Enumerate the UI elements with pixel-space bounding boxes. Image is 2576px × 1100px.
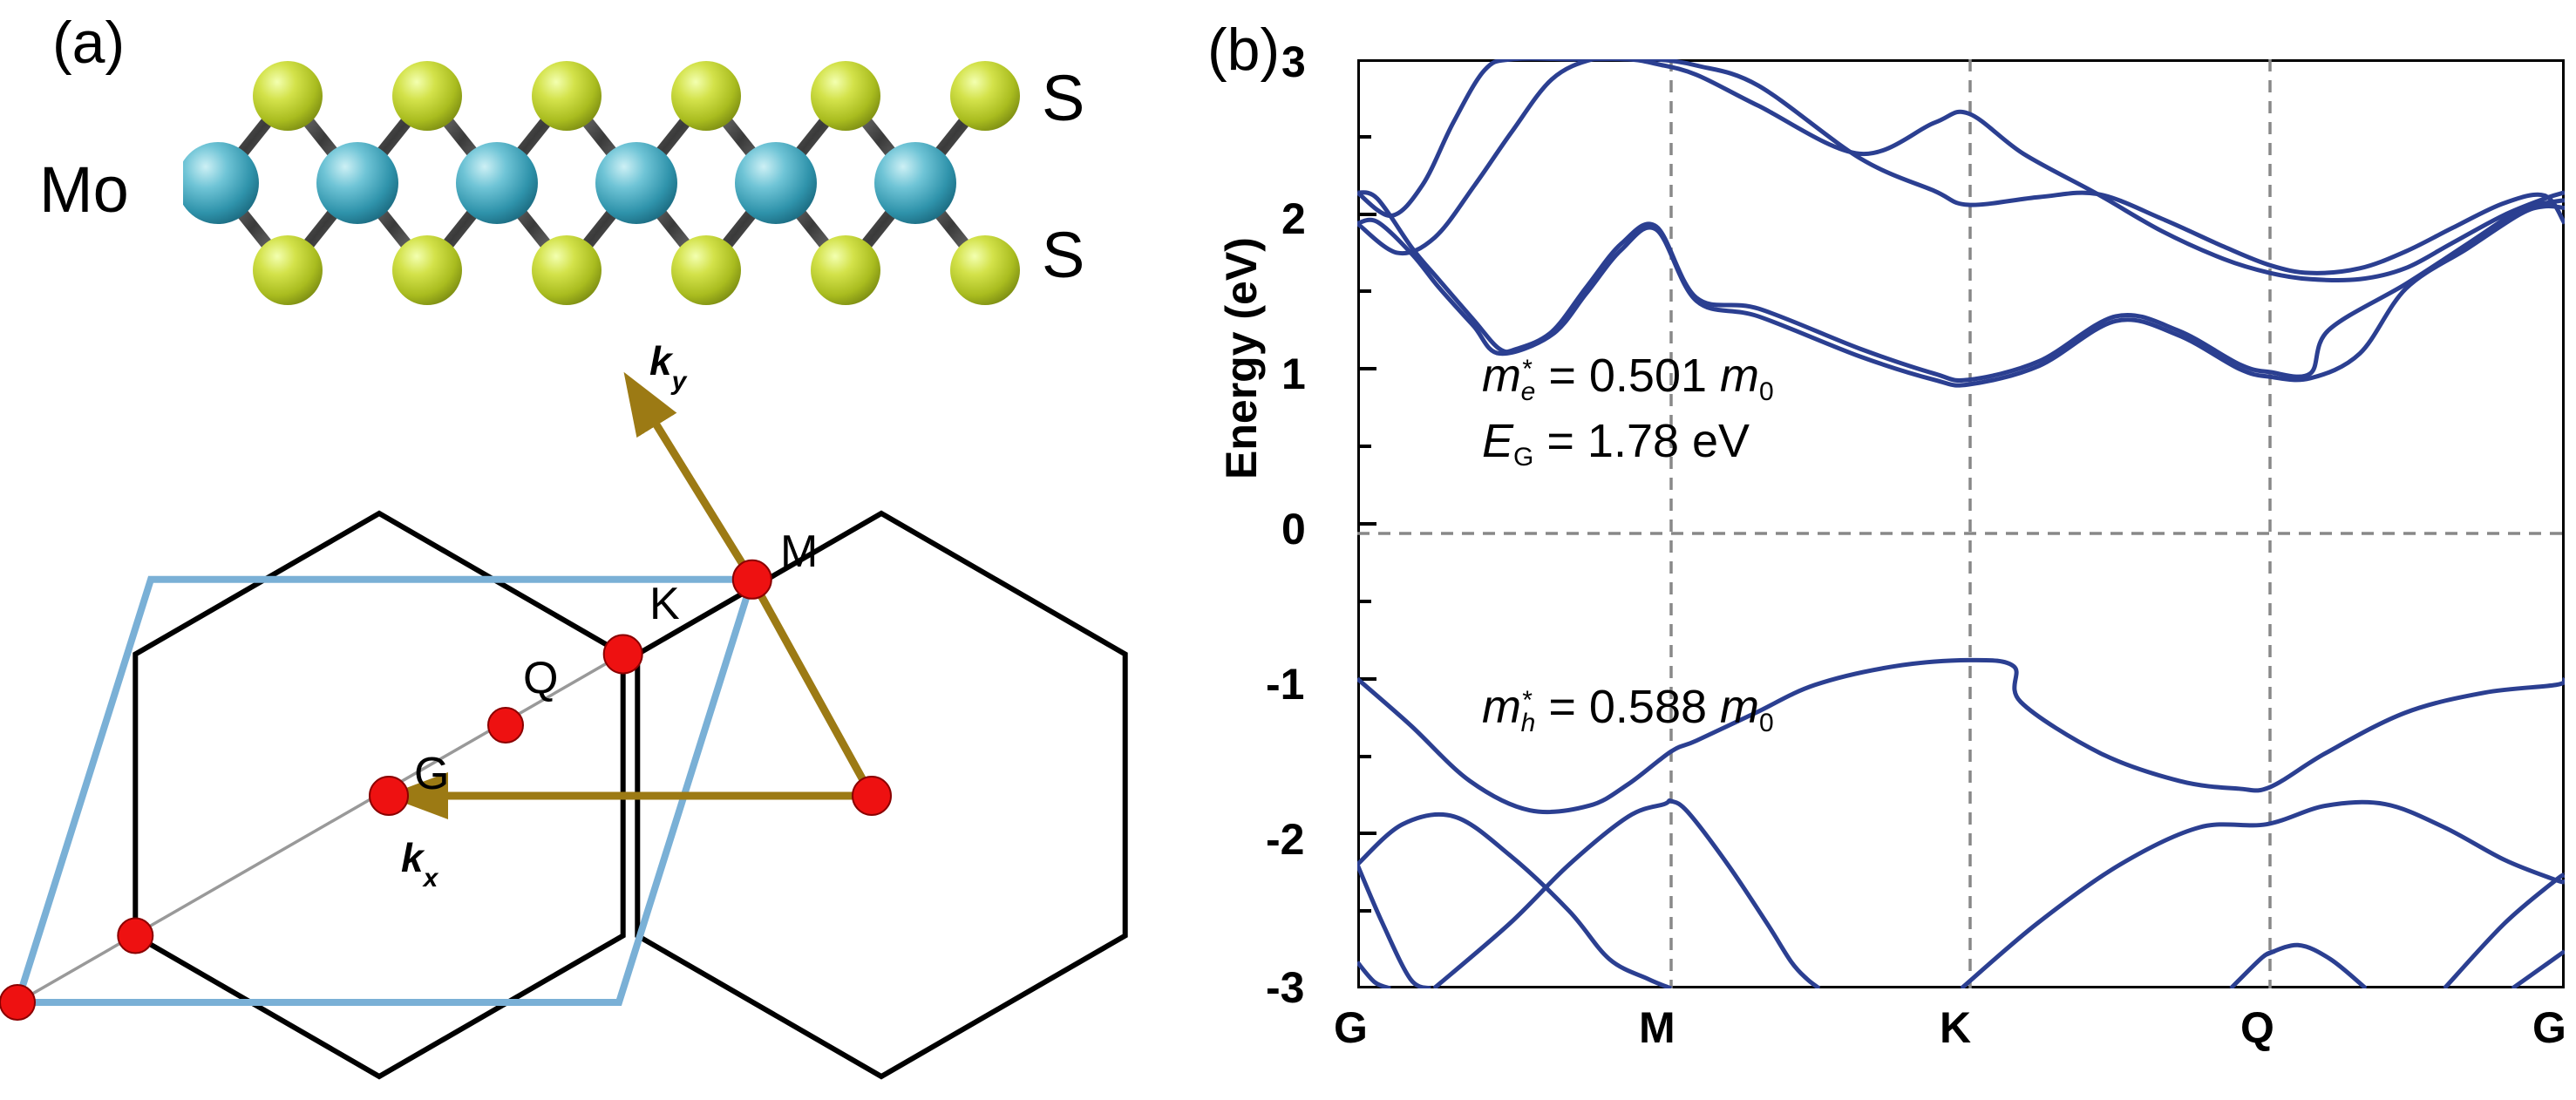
svg-text:Q: Q	[523, 653, 558, 703]
svg-text:K: K	[649, 579, 680, 629]
svg-text:kx: kx	[401, 835, 439, 893]
svg-text:G: G	[414, 749, 449, 799]
svg-text:M: M	[780, 526, 818, 577]
svg-text:ky: ky	[649, 338, 688, 396]
